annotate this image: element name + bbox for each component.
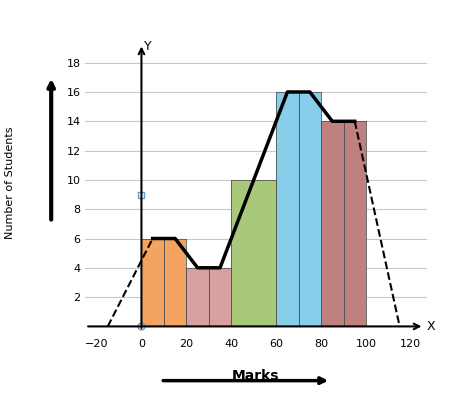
Bar: [299, 92, 321, 326]
Bar: [231, 180, 276, 326]
Bar: [321, 121, 344, 326]
Bar: [164, 239, 186, 326]
Bar: [186, 268, 209, 326]
Text: Number of Students: Number of Students: [5, 127, 15, 239]
Text: Y: Y: [144, 40, 151, 53]
Bar: [276, 92, 299, 326]
Bar: [344, 121, 366, 326]
Bar: [209, 268, 231, 326]
Text: Marks: Marks: [232, 370, 280, 383]
Text: X: X: [427, 320, 435, 333]
Bar: [141, 239, 164, 326]
